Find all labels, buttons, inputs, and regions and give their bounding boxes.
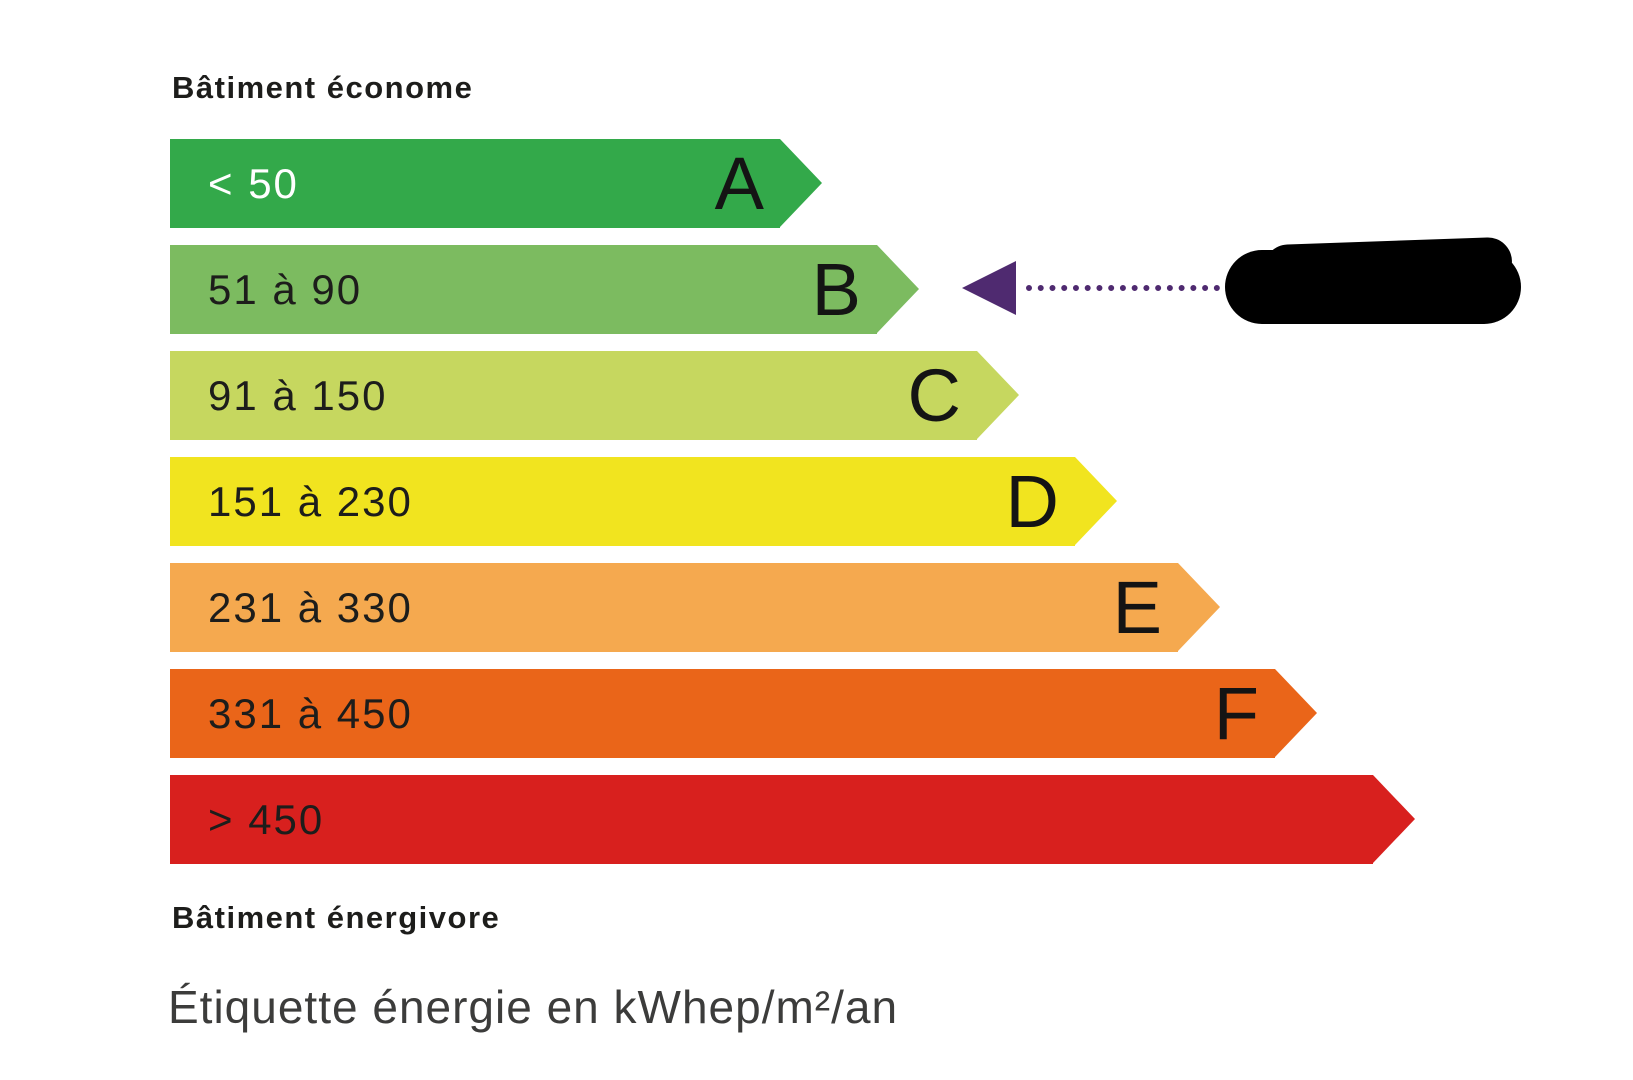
band-letter: F <box>1213 671 1259 755</box>
band-range-label: 231 à 330 <box>208 583 413 631</box>
band-letter: C <box>907 353 961 437</box>
band-letter: D <box>1005 459 1059 543</box>
energy-intensive-building-label: Bâtiment énergivore <box>172 900 501 935</box>
energy-band-g: > 450 <box>170 775 1415 864</box>
energy-band-f: 331 à 450 F <box>170 669 1317 758</box>
band-range-label: < 50 <box>208 159 299 207</box>
energy-band-a: < 50 A <box>170 139 822 228</box>
band-range-label: > 450 <box>208 795 325 843</box>
arrow-left-icon <box>962 261 1016 315</box>
band-range-label: 51 à 90 <box>208 265 363 313</box>
band-letter: E <box>1112 565 1162 649</box>
band-arrow-tip <box>1275 669 1317 757</box>
band-range-label: 331 à 450 <box>208 689 413 737</box>
band-arrow-tip <box>1373 775 1415 863</box>
band-arrow-tip <box>1075 457 1117 545</box>
redacted-value <box>1225 250 1521 324</box>
energy-band-e: 231 à 330 E <box>170 563 1220 652</box>
energy-band-b: 51 à 90 B <box>170 245 919 334</box>
band-arrow-tip <box>977 351 1019 439</box>
energy-label-caption: Étiquette énergie en kWhep/m²/an <box>168 981 899 1033</box>
energy-band-c: 91 à 150 C <box>170 351 1019 440</box>
band-arrow-tip <box>780 139 822 227</box>
band-letter: B <box>811 247 861 331</box>
band-arrow-tip <box>1178 563 1220 651</box>
band-range-label: 151 à 230 <box>208 477 413 525</box>
economical-building-label: Bâtiment économe <box>172 70 474 105</box>
band-letter: A <box>714 141 764 225</box>
energy-band-d: 151 à 230 D <box>170 457 1117 546</box>
band-arrow-tip <box>877 245 919 333</box>
dotted-line <box>1026 285 1220 291</box>
band-range-label: 91 à 150 <box>208 371 388 419</box>
